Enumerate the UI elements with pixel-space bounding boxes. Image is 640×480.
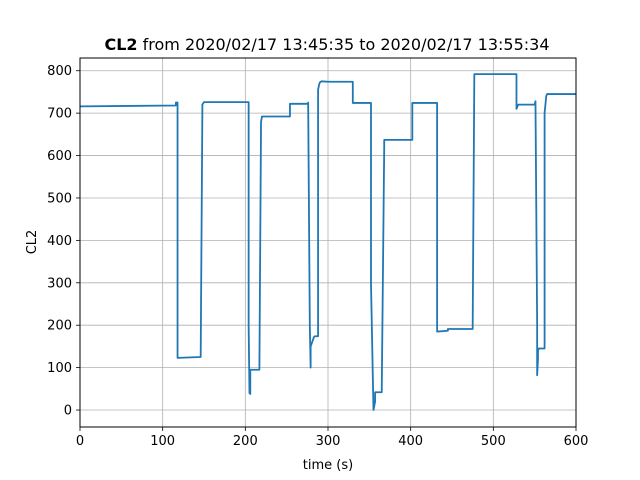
chart-title-rest: from 2020/02/17 13:45:35 to 2020/02/17 1…: [138, 35, 550, 54]
ticks: 0 100 200 300 400 500 600 0 100 200 300 400 500 600 70…: [47, 64, 588, 449]
x-tick-label: 600: [564, 434, 589, 449]
x-tick-label: 200: [233, 434, 258, 449]
y-tick-label: 800: [47, 64, 72, 79]
y-tick-label: 200: [47, 319, 72, 334]
y-tick-label: 0: [64, 404, 72, 419]
y-tick-label: 700: [47, 107, 72, 122]
x-axis-label: time (s): [303, 458, 353, 473]
x-tick-label: 400: [398, 434, 423, 449]
y-tick-label: 300: [47, 276, 72, 291]
y-tick-label: 400: [47, 234, 72, 249]
series-group: [79, 73, 576, 411]
y-tick-label: 500: [47, 191, 72, 206]
y-tick-label: 600: [47, 149, 72, 164]
grid: [79, 58, 577, 427]
y-tick-label: 100: [47, 361, 72, 376]
x-tick-label: 0: [76, 434, 84, 449]
y-axis-label: CL2: [25, 230, 40, 255]
chart-title: CL2 from 2020/02/17 13:45:35 to 2020/02/…: [104, 35, 549, 54]
x-tick-label: 100: [150, 434, 175, 449]
x-tick-label: 300: [316, 434, 341, 449]
x-tick-label: 500: [481, 434, 506, 449]
series-line: [79, 73, 576, 411]
chart-title-bold: CL2: [104, 35, 137, 54]
